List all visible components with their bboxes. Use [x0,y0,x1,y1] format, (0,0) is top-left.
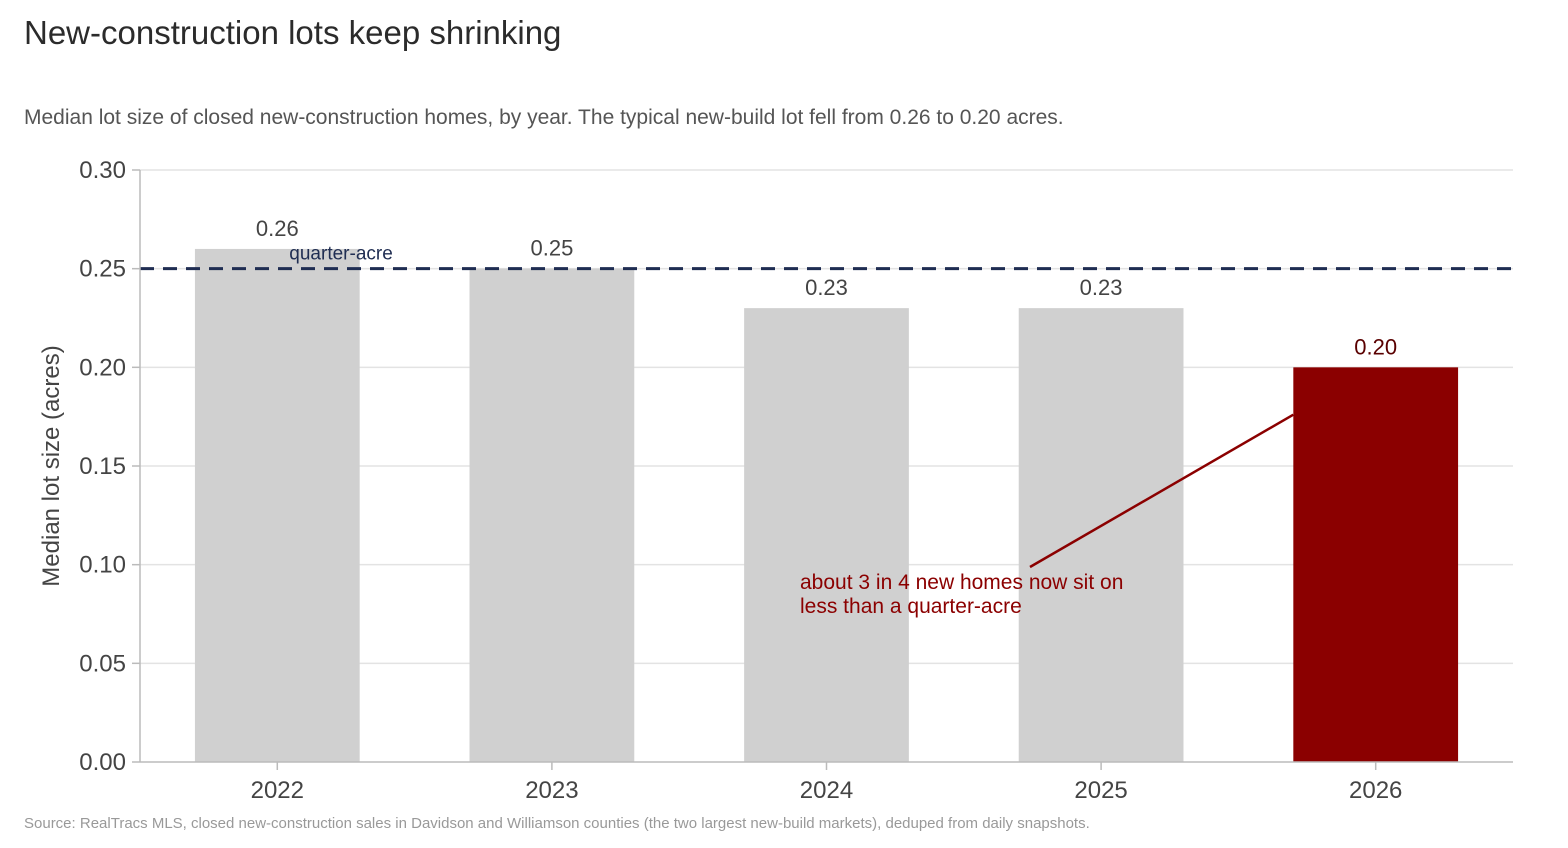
x-tick-label: 2025 [1074,777,1127,804]
reference-line-group: quarter-acre [140,244,1513,271]
bars [194,248,1459,762]
y-axis-label: Median lot size (acres) [38,345,65,586]
y-tick-label: 0.10 [79,552,126,579]
y-tick-label: 0.15 [79,453,126,480]
annotation-text: less than a quarter-acre [800,595,1022,618]
x-tick-label: 2023 [525,777,578,804]
value-label: 0.23 [805,275,848,300]
bar-2025 [1018,308,1184,762]
x-tick-label: 2026 [1349,777,1402,804]
value-label: 0.26 [256,216,299,241]
y-tick-label: 0.30 [79,157,126,184]
reference-line-label: quarter-acre [289,244,393,265]
x-tick-label: 2024 [800,777,853,804]
annotation-leader-line [1029,413,1294,569]
bar-2026 [1293,367,1459,762]
y-tick-label: 0.00 [79,749,126,776]
y-tick-label: 0.20 [79,354,126,381]
chart-subtitle: Median lot size of closed new-constructi… [24,106,1064,129]
value-label: 0.23 [1080,275,1123,300]
bar-2023 [469,268,635,762]
bar-2022 [194,248,360,762]
value-label: 0.25 [530,236,573,261]
chart-title: New-construction lots keep shrinking [24,14,562,51]
bar-2024 [744,308,909,762]
y-tick-label: 0.25 [79,256,126,283]
source-note: Source: RealTracs MLS, closed new-constr… [24,815,1090,832]
axes: 0.00 0.05 0.10 0.15 0.20 0.25 0.30 2022 2023 2024… [38,157,1513,804]
y-tick-label: 0.05 [79,650,126,677]
annotation-text: about 3 in 4 new homes now sit on [800,571,1123,594]
x-tick-label: 2022 [251,777,304,804]
value-labels: 0.26 0.25 0.23 0.23 0.20 [256,216,1397,359]
value-label: 0.20 [1354,334,1397,359]
